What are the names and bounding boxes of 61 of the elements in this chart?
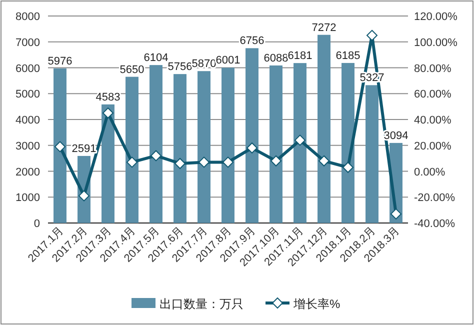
point xyxy=(366,30,378,41)
point xyxy=(150,150,162,162)
bar xyxy=(294,63,306,223)
y2-tick-label: 80.00% xyxy=(414,62,452,75)
bar xyxy=(174,74,186,223)
y-tick-label: 0 xyxy=(34,218,40,230)
data-label: 6001 xyxy=(216,54,240,67)
y-tick-label: 3000 xyxy=(16,140,40,152)
y-tick-label: 5000 xyxy=(16,88,40,101)
bar xyxy=(150,65,162,223)
data-label: 5870 xyxy=(192,58,216,70)
point xyxy=(102,108,114,119)
point xyxy=(246,142,258,154)
point xyxy=(54,141,66,152)
data-label: 6185 xyxy=(336,50,360,62)
y2-tick-label: 60.00% xyxy=(414,88,452,101)
point xyxy=(270,155,282,166)
y-tick-label: 1000 xyxy=(16,192,40,204)
data-label: 6088 xyxy=(264,52,288,64)
y-tick-label: 8000 xyxy=(16,11,40,23)
y2-tick-label: 100.00% xyxy=(414,36,458,49)
data-label: 5976 xyxy=(48,55,72,68)
bar xyxy=(246,48,258,223)
data-label: 6104 xyxy=(144,52,168,64)
y2-tick-label: -40.00% xyxy=(414,218,456,230)
data-label: 6756 xyxy=(240,35,264,48)
data-label: 2591 xyxy=(72,142,96,155)
bar xyxy=(222,68,234,223)
bar xyxy=(318,34,330,223)
bar xyxy=(270,65,282,223)
y-tick-label: 2000 xyxy=(16,166,40,178)
y2-tick-label: 0.00% xyxy=(414,166,446,178)
data-label: 5756 xyxy=(168,61,192,74)
bar xyxy=(102,104,114,223)
point xyxy=(126,156,138,168)
point xyxy=(294,134,306,146)
bar xyxy=(342,62,354,223)
point xyxy=(342,162,354,173)
y2-tick-label: 20.00% xyxy=(414,140,452,152)
point xyxy=(390,208,402,220)
point xyxy=(198,156,210,168)
y-tick-label: 7000 xyxy=(16,36,40,49)
data-label: 7272 xyxy=(312,22,336,34)
y2-tick-label: 120.00% xyxy=(414,11,458,23)
point xyxy=(78,190,90,202)
y-tick-label: 4000 xyxy=(16,114,40,126)
y2-tick-label: -20.00% xyxy=(414,192,456,204)
point xyxy=(222,156,234,168)
bar xyxy=(366,85,378,223)
point xyxy=(318,155,330,166)
legend-label: 增长率% xyxy=(292,297,340,311)
bar xyxy=(126,76,138,223)
y-tick-label: 6000 xyxy=(16,62,40,75)
data-label: 4583 xyxy=(96,91,120,104)
data-label: 6181 xyxy=(288,50,312,62)
data-label: 5650 xyxy=(120,64,144,76)
bar xyxy=(198,71,210,223)
point xyxy=(174,158,186,169)
legend-label: 出口数量：万只 xyxy=(160,297,244,311)
y2-tick-label: 40.00% xyxy=(414,114,452,126)
bar xyxy=(54,68,66,223)
